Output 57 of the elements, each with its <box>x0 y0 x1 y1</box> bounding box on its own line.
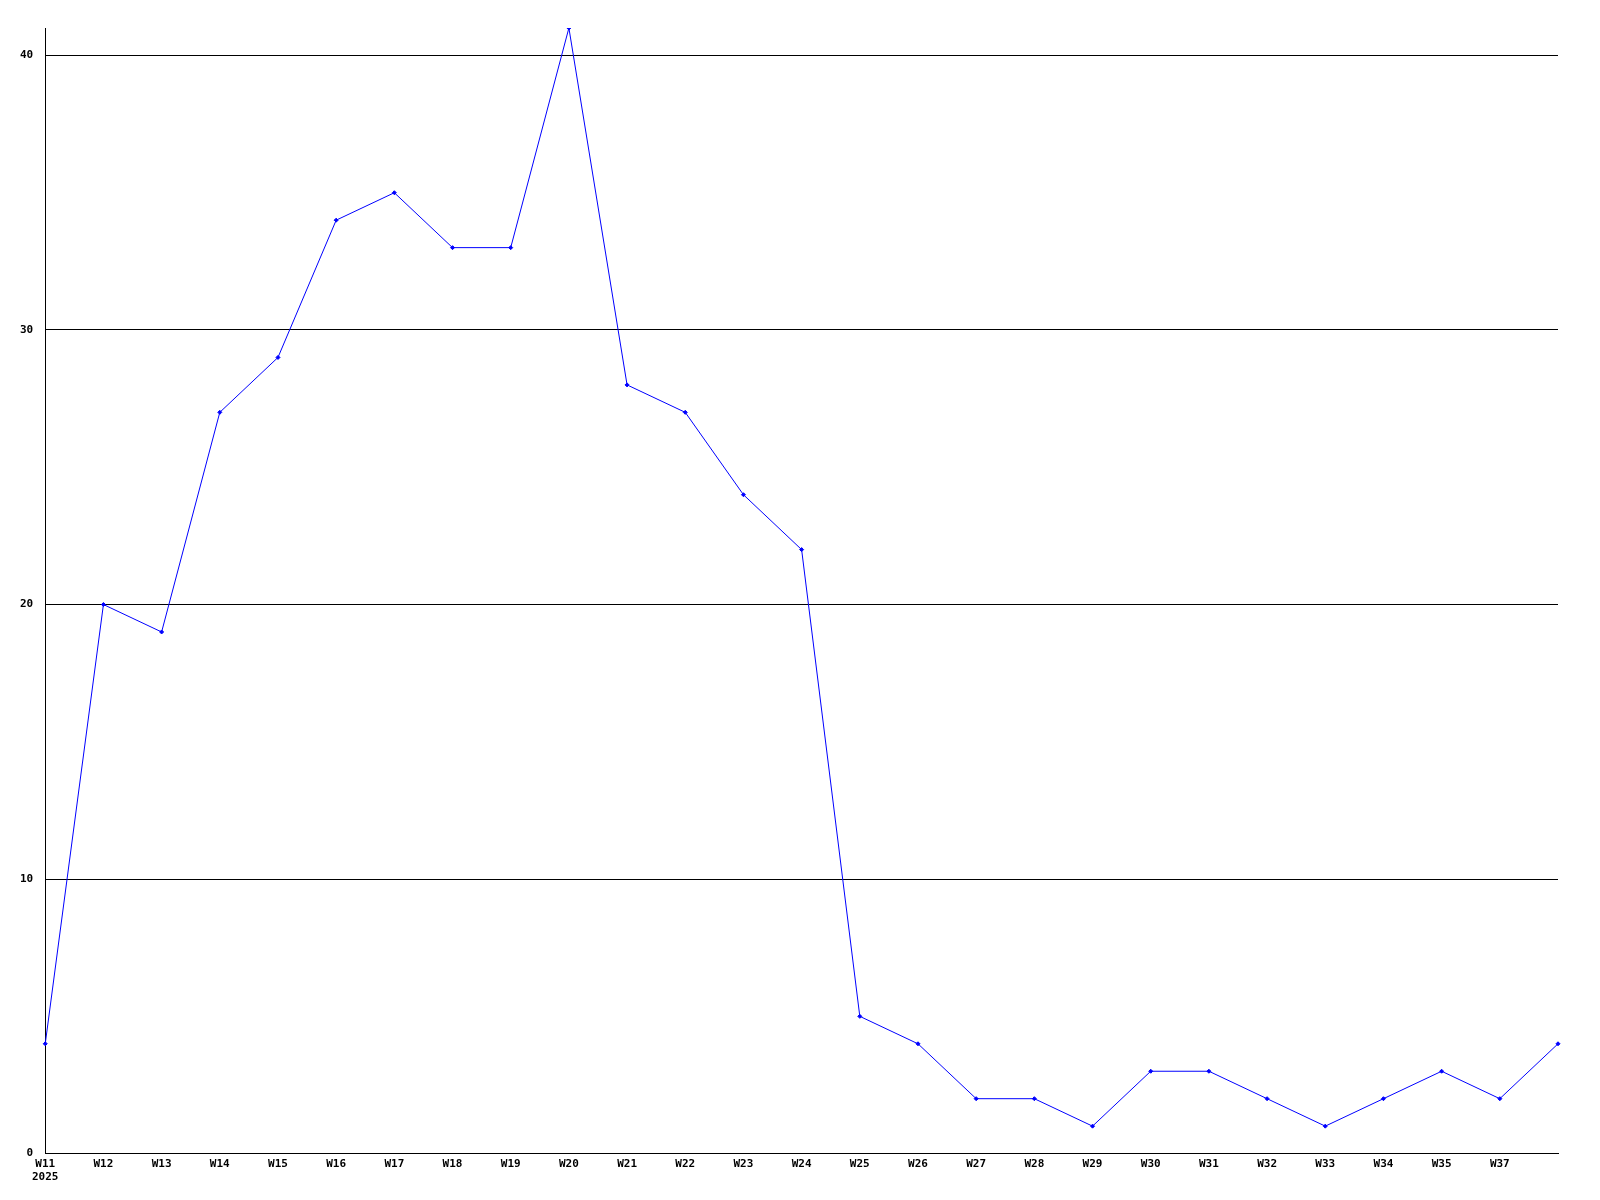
point <box>740 492 746 498</box>
point <box>682 409 688 415</box>
x-tick-label: W30 <box>1140 1157 1161 1171</box>
x-tick-label: W35 <box>1431 1157 1452 1171</box>
point <box>1555 1041 1561 1047</box>
x-tick-label: W31 <box>1198 1157 1220 1171</box>
x-tick-label: W19 <box>500 1157 521 1171</box>
x-tick-label: W22 <box>675 1157 696 1171</box>
point <box>1380 1096 1386 1102</box>
x-tick-label: W13 <box>151 1157 172 1171</box>
point <box>1148 1068 1154 1074</box>
x-tick-label: W32 <box>1257 1157 1278 1171</box>
x-tick-label: W20 <box>558 1157 579 1171</box>
x-tick-label: W28 <box>1024 1157 1045 1171</box>
point <box>915 1041 921 1047</box>
point <box>624 382 630 388</box>
point <box>1439 1068 1445 1074</box>
point <box>450 245 456 251</box>
x-tick-label: W29 <box>1082 1157 1103 1171</box>
x-tick-label: W15 <box>268 1157 288 1171</box>
y-tick-label: 40 <box>20 48 34 62</box>
y-tick-label: 30 <box>20 322 34 336</box>
x-tick-label: W16 <box>326 1157 347 1171</box>
x-tick-label: W14 <box>209 1157 231 1171</box>
point <box>508 245 514 251</box>
x-tick-label: W34 <box>1373 1157 1394 1171</box>
x-tick-label: W37 <box>1489 1157 1510 1171</box>
point <box>857 1013 863 1019</box>
point <box>799 547 805 553</box>
point <box>159 629 165 635</box>
point <box>1206 1068 1212 1074</box>
x-tick-label: W17 <box>384 1157 405 1171</box>
point <box>391 190 397 196</box>
x-tick-label: W33 <box>1315 1157 1336 1171</box>
point <box>1322 1123 1328 1129</box>
point <box>100 602 106 608</box>
point <box>1264 1096 1270 1102</box>
point <box>1497 1096 1503 1102</box>
point <box>1090 1123 1096 1129</box>
x-tick-label: W21 <box>617 1157 638 1171</box>
point <box>217 409 223 415</box>
point <box>275 354 281 360</box>
x-tick-label: W11 2025 <box>32 1157 59 1184</box>
point <box>973 1096 979 1102</box>
point <box>42 1041 48 1047</box>
point <box>333 217 339 223</box>
y-tick-label: 10 <box>20 871 34 885</box>
y-tick-label: 20 <box>20 597 34 611</box>
x-tick-label: W23 <box>733 1157 754 1171</box>
x-tick-label: W24 <box>791 1157 812 1171</box>
x-tick-label: W27 <box>966 1157 987 1171</box>
x-tick-label: W26 <box>908 1157 929 1171</box>
x-tick-label: W12 <box>93 1157 114 1171</box>
x-tick-label: W25 <box>849 1157 870 1171</box>
x-tick-label: W18 <box>442 1157 463 1171</box>
y-tick-label: 0 <box>26 1146 34 1160</box>
point <box>1031 1096 1037 1102</box>
